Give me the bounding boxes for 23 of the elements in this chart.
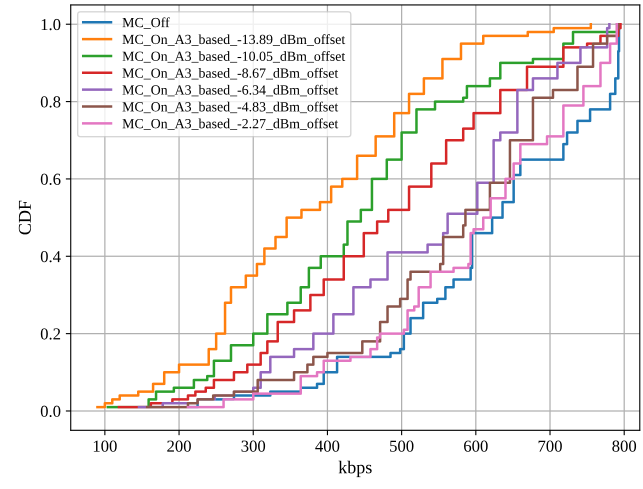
x-axis-title: kbps xyxy=(338,460,372,478)
legend-label: MC_On_A3_based_-2.27_dBm_offset xyxy=(122,118,338,130)
x-tick-label: 700 xyxy=(538,440,562,452)
y-tick-label: 0.4 xyxy=(40,250,61,262)
y-tick-label: 0.6 xyxy=(40,174,61,185)
legend-label: MC_On_A3_based_-4.83_dBm_offset xyxy=(122,102,338,114)
x-tick-label: 400 xyxy=(315,440,340,452)
y-tick-label: 0.8 xyxy=(40,96,60,108)
y-axis-title: CDF xyxy=(18,200,31,234)
y-tick-label: 0.0 xyxy=(40,406,60,417)
x-tick-label: 500 xyxy=(390,440,414,452)
legend-label: MC_On_A3_based_-13.89_dBm_offset xyxy=(122,34,346,46)
legend-label: MC_On_A3_based_-10.05_dBm_offset xyxy=(122,51,346,63)
legend-label: MC_On_A3_based_-8.67_dBm_offset xyxy=(122,68,338,80)
legend-label: MC_Off xyxy=(122,17,170,29)
x-tick-label: 100 xyxy=(94,440,117,452)
y-tick-label: 0.2 xyxy=(40,328,60,340)
legend-label: MC_On_A3_based_-6.34_dBm_offset xyxy=(122,84,338,96)
x-tick-label: 600 xyxy=(464,440,488,452)
x-tick-label: 200 xyxy=(167,440,191,452)
x-tick-label: 800 xyxy=(612,440,636,452)
x-tick-label: 300 xyxy=(242,440,266,452)
y-tick-label: 1.0 xyxy=(42,18,60,30)
